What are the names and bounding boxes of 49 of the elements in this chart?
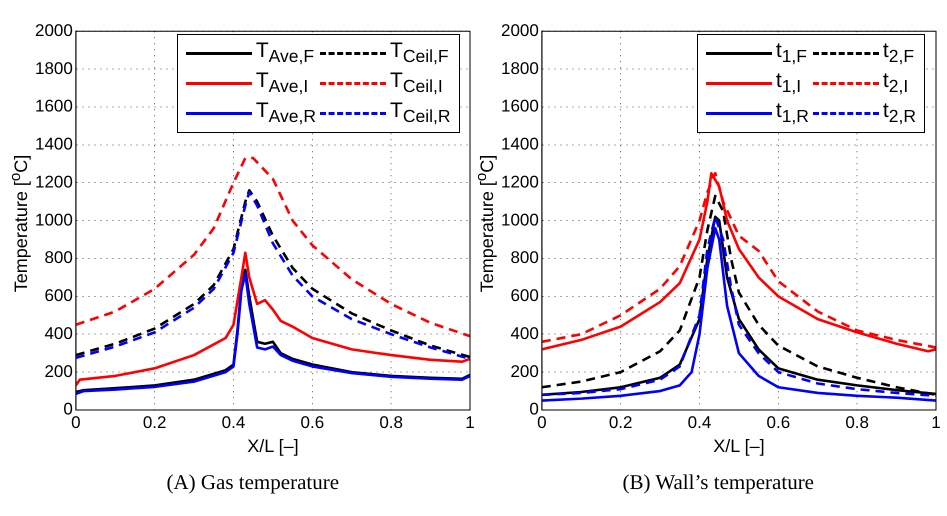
y-tick-label: 1000 <box>34 210 73 230</box>
y-tick-label: 1000 <box>500 210 538 230</box>
y-tick-label: 600 <box>44 286 73 306</box>
line-series <box>76 156 470 338</box>
y-tick-label: 400 <box>44 324 73 343</box>
y-tick-label: 0 <box>528 400 538 419</box>
text: (A) Gas temperature <box>165 470 340 495</box>
legend-label: t$_{1,F}$ <box>776 39 807 68</box>
x-tick-label: 0.6 <box>766 412 790 432</box>
legend-label: t$_{2,R}$ <box>882 99 916 128</box>
legend-label: t$_{2,I}$ <box>882 69 908 98</box>
legend-label: T$_{Ceil,I}$ <box>390 69 443 98</box>
y-tick-label: 1400 <box>500 134 538 154</box>
y-tick-label: 800 <box>44 248 73 268</box>
legend-label: T$_{Ave,I}$ <box>256 69 308 98</box>
y-tick-label: 800 <box>510 248 538 268</box>
y-tick-label: 0 <box>63 400 73 419</box>
x-tick-label: 0.6 <box>300 412 324 432</box>
y-tick-label: 1400 <box>34 134 73 154</box>
y-tick-label: 2000 <box>34 20 73 40</box>
legend-label: T$_{Ceil,R}$ <box>390 99 450 128</box>
y-tick-label: 1800 <box>500 58 538 78</box>
legend-label: t$_{2,F}$ <box>882 39 914 68</box>
x-tick-label: 0.2 <box>142 412 166 432</box>
x-tick-label: 0.4 <box>222 412 246 432</box>
y-tick-label: 600 <box>510 286 538 306</box>
legend-label: T$_{Ceil,F}$ <box>390 39 449 68</box>
x-tick-label: 0.4 <box>687 412 711 432</box>
y-tick-label: 400 <box>510 324 538 343</box>
y-tick-label: 1800 <box>34 58 73 78</box>
x-tick-label: 0.8 <box>844 412 868 432</box>
legend-label: T$_{Ave,F}$ <box>256 39 314 68</box>
y-tick-label: 2000 <box>500 20 538 40</box>
y-tick-label: 1600 <box>500 96 538 116</box>
x-tick-label: 0.2 <box>608 412 632 432</box>
text: (B) Wall’s temperature <box>621 470 816 495</box>
x-tick-label: 0.8 <box>379 412 403 432</box>
legend-label: T$_{Ave,R}$ <box>256 99 316 128</box>
legend-label: t$_{1,I}$ <box>776 69 802 98</box>
y-tick-label: 1200 <box>34 172 73 192</box>
legend-label: t$_{1,R}$ <box>776 99 809 128</box>
x-tick-label: 1 <box>930 412 940 432</box>
y-tick-label: 1600 <box>34 96 73 116</box>
y-tick-label: 200 <box>44 362 73 381</box>
y-tick-label: 1200 <box>500 172 538 192</box>
x-axis-title: X/L [–] <box>712 436 764 456</box>
y-tick-label: 200 <box>510 362 538 381</box>
x-tick-label: 1 <box>465 412 475 432</box>
x-axis-title: X/L [–] <box>247 436 299 456</box>
